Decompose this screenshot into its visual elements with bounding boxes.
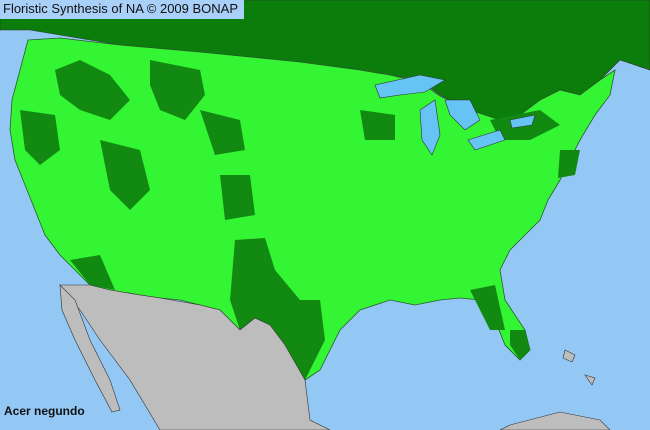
absent-areas [20,60,580,380]
mexico-region [59,284,331,430]
map-title: Floristic Synthesis of NA © 2009 BONAP [0,0,245,19]
species-label: Acer negundo [4,404,85,418]
cuba [499,411,611,430]
great-lakes [374,74,536,156]
bahamas [562,349,596,386]
baja-california [59,284,121,413]
